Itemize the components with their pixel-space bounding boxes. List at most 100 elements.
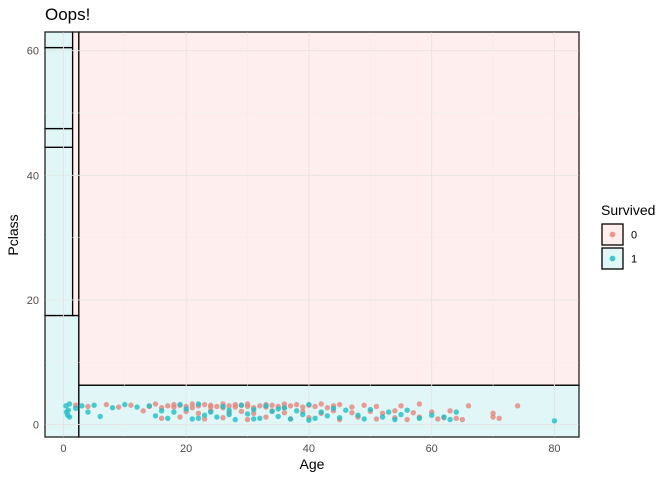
y-tick-label-20: 20 (27, 295, 39, 307)
region-2 (44, 314, 80, 438)
point-0-62 (392, 408, 398, 414)
point-1-64 (275, 406, 281, 412)
point-1-43 (336, 414, 343, 421)
point-0-14 (189, 405, 196, 411)
point-1-34 (281, 405, 288, 411)
point-1-60 (171, 409, 177, 415)
point-1-22 (208, 409, 214, 415)
y-tick-label-0: 0 (33, 420, 39, 432)
point-1-4 (66, 401, 73, 407)
region-5 (44, 46, 74, 130)
point-1-13 (134, 404, 140, 410)
point-1-41 (324, 413, 331, 419)
point-0-46 (361, 402, 367, 408)
point-0-63 (410, 410, 416, 416)
plot-border (44, 31, 580, 438)
point-1-11 (109, 405, 116, 411)
point-1-39 (312, 415, 318, 422)
point-1-53 (416, 415, 423, 422)
point-0-61 (379, 410, 386, 417)
point-1-31 (263, 403, 269, 409)
point-1-33 (275, 413, 281, 420)
point-1-62 (226, 411, 232, 418)
y-tick-label-40: 40 (27, 170, 39, 182)
point-1-59 (152, 413, 159, 419)
point-0-18 (208, 402, 214, 408)
point-0-84 (490, 414, 496, 420)
point-1-61 (195, 415, 202, 422)
point-1-47 (367, 406, 374, 413)
legend: Survived 0 1 (601, 202, 655, 270)
point-0-68 (263, 414, 269, 420)
chart-title: Oops! (45, 5, 90, 24)
point-0-19 (214, 403, 220, 410)
point-1-18 (183, 406, 189, 412)
point-0-88 (398, 403, 404, 409)
region-6 (44, 31, 74, 49)
point-0-34 (281, 401, 288, 407)
x-tick-label-0: 0 (60, 443, 66, 455)
point-1-24 (220, 403, 226, 410)
point-1-46 (361, 416, 367, 422)
point-1-44 (343, 407, 349, 413)
x-axis-title: Age (300, 456, 325, 472)
point-0-22 (226, 403, 232, 409)
point-0-55 (281, 410, 288, 416)
point-1-25 (226, 407, 232, 413)
point-1-21 (201, 412, 208, 418)
point-0-49 (195, 410, 202, 417)
point-0-47 (373, 403, 380, 410)
point-0-73 (373, 416, 380, 422)
point-0-86 (496, 415, 502, 422)
point-0-1 (85, 403, 91, 410)
point-1-40 (318, 409, 324, 415)
point-1-51 (398, 411, 404, 418)
region-3 (44, 146, 74, 317)
y-tick-label-60: 60 (27, 46, 39, 58)
panel-outline (44, 31, 580, 438)
point-1-57 (453, 409, 459, 415)
point-0-40 (312, 403, 318, 410)
point-1-19 (189, 416, 196, 422)
point-1-29 (250, 406, 257, 413)
point-0-78 (435, 416, 441, 422)
point-0-83 (465, 403, 472, 409)
point-1-30 (257, 415, 263, 422)
point-1-48 (379, 414, 386, 420)
legend-label-1: 1 (631, 254, 637, 266)
point-0-37 (293, 401, 300, 408)
legend-title: Survived (601, 202, 655, 218)
x-tick-label-20: 20 (180, 443, 192, 455)
point-1-17 (177, 401, 183, 408)
y-axis-ticks: 0 20 40 60 (27, 46, 39, 432)
point-1-5 (65, 412, 71, 418)
point-0-32 (269, 402, 275, 408)
point-1-49 (386, 409, 392, 415)
point-0-42 (324, 405, 331, 411)
point-0-66 (220, 414, 226, 421)
point-0-36 (287, 403, 294, 409)
point-1-10 (97, 413, 103, 420)
point-1-55 (441, 414, 447, 420)
y-axis-title: Pclass (5, 214, 21, 255)
point-0-24 (232, 404, 238, 410)
point-0-59 (349, 410, 355, 416)
point-1-42 (330, 405, 337, 412)
x-tick-label-40: 40 (303, 443, 315, 455)
point-0-64 (177, 414, 183, 420)
point-0-81 (453, 415, 459, 422)
point-0-6 (152, 401, 159, 407)
point-0-65 (201, 416, 208, 422)
x-tick-label-80: 80 (548, 443, 560, 455)
point-0-82 (459, 416, 466, 423)
point-0-91 (158, 415, 165, 422)
point-0-85 (490, 410, 496, 417)
point-0-45 (349, 404, 355, 410)
point-1-56 (447, 416, 453, 423)
point-0-80 (447, 408, 453, 414)
point-1-45 (355, 412, 361, 418)
point-0-2 (103, 401, 110, 408)
point-1-52 (404, 407, 410, 413)
point-1-14 (146, 403, 153, 409)
